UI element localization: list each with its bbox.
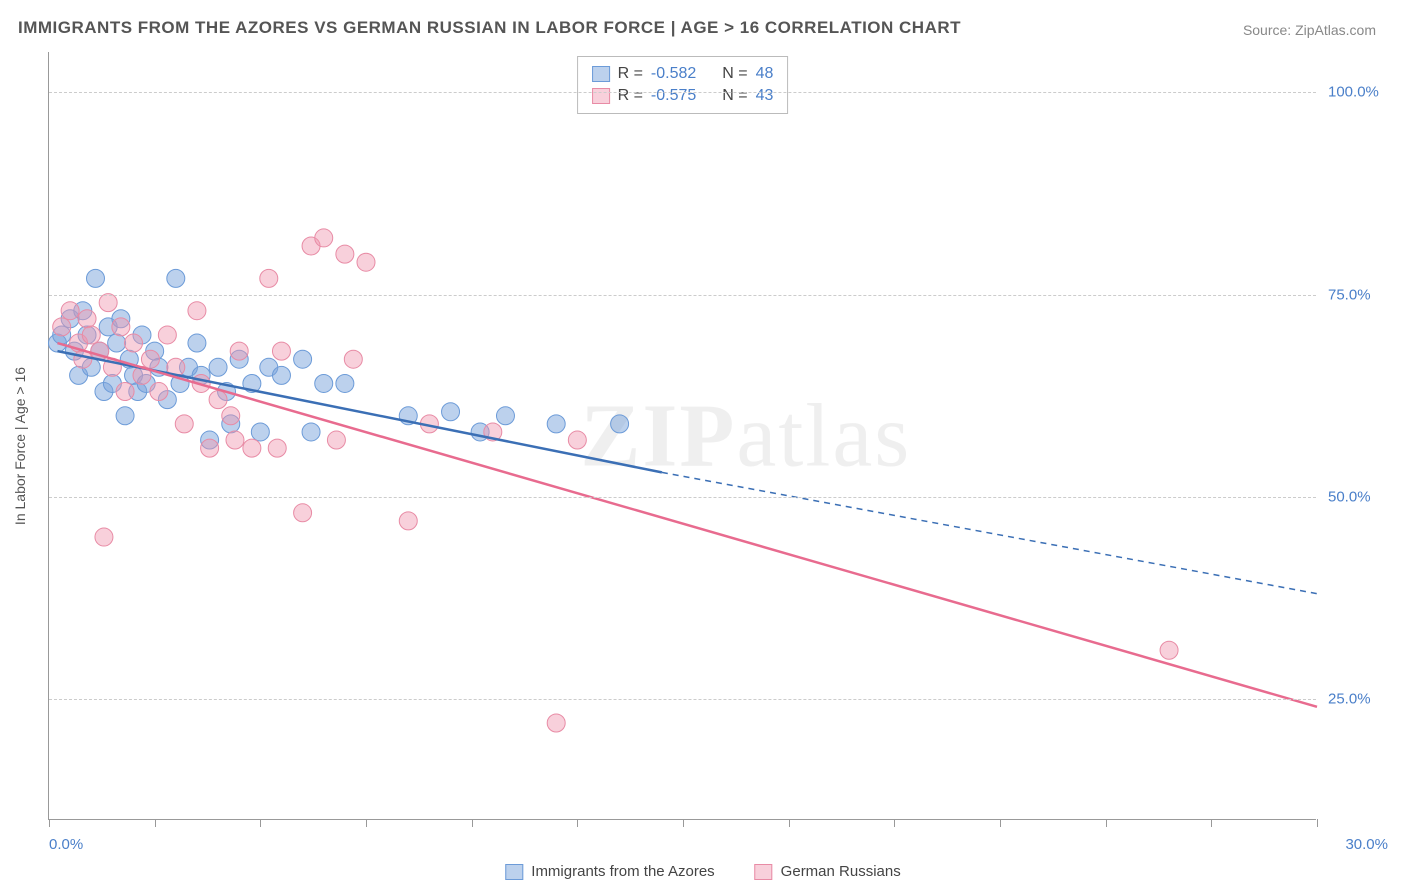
data-point [243, 439, 261, 457]
data-point [1160, 641, 1178, 659]
data-point [260, 269, 278, 287]
gridline [49, 497, 1316, 498]
data-point [302, 423, 320, 441]
x-tick [683, 819, 684, 827]
data-point [201, 439, 219, 457]
data-point [226, 431, 244, 449]
data-point [222, 407, 240, 425]
x-tick [366, 819, 367, 827]
data-point [209, 358, 227, 376]
x-tick [1106, 819, 1107, 827]
data-point [141, 350, 159, 368]
legend-item: Immigrants from the Azores [505, 863, 714, 880]
data-point [336, 374, 354, 392]
chart-title: IMMIGRANTS FROM THE AZORES VS GERMAN RUS… [18, 18, 961, 38]
x-tick [155, 819, 156, 827]
y-tick-label: 75.0% [1328, 286, 1388, 303]
stat-n-value: 48 [756, 65, 774, 83]
data-point [315, 374, 333, 392]
gridline [49, 92, 1316, 93]
data-point [547, 415, 565, 433]
stat-r-value: -0.582 [651, 65, 696, 83]
data-point [175, 415, 193, 433]
stats-row: R = -0.582 N = 48 [592, 63, 774, 85]
x-tick [260, 819, 261, 827]
data-point [315, 229, 333, 247]
legend-label: Immigrants from the Azores [531, 863, 714, 880]
x-tick [894, 819, 895, 827]
trendline-extension [662, 472, 1317, 593]
x-tick-label: 30.0% [1345, 836, 1388, 853]
trendline [57, 343, 1317, 707]
y-tick-label: 100.0% [1328, 84, 1388, 101]
data-point [399, 512, 417, 530]
data-point [116, 407, 134, 425]
data-point [294, 504, 312, 522]
data-point [268, 439, 286, 457]
stat-r-value: -0.575 [651, 87, 696, 105]
data-point [442, 403, 460, 421]
data-point [357, 253, 375, 271]
scatter-plot-svg [49, 52, 1316, 819]
data-point [95, 528, 113, 546]
series-legend: Immigrants from the Azores German Russian… [505, 863, 900, 880]
legend-swatch [592, 88, 610, 104]
x-tick [472, 819, 473, 827]
data-point [86, 269, 104, 287]
x-tick [1317, 819, 1318, 827]
data-point [116, 383, 134, 401]
stat-r-label: R = [618, 65, 643, 83]
x-tick [49, 819, 50, 827]
data-point [230, 342, 248, 360]
data-point [150, 383, 168, 401]
legend-label: German Russians [781, 863, 901, 880]
data-point [496, 407, 514, 425]
data-point [108, 334, 126, 352]
legend-swatch [755, 864, 773, 880]
stat-n-value: 43 [756, 87, 774, 105]
legend-swatch [505, 864, 523, 880]
data-point [344, 350, 362, 368]
data-point [53, 318, 71, 336]
data-point [125, 334, 143, 352]
data-point [61, 302, 79, 320]
data-point [158, 326, 176, 344]
x-tick [789, 819, 790, 827]
data-point [272, 366, 290, 384]
data-point [167, 269, 185, 287]
gridline [49, 699, 1316, 700]
data-point [188, 334, 206, 352]
y-axis-label: In Labor Force | Age > 16 [12, 367, 28, 525]
data-point [327, 431, 345, 449]
y-tick-label: 25.0% [1328, 690, 1388, 707]
data-point [568, 431, 586, 449]
data-point [112, 318, 130, 336]
data-point [78, 310, 96, 328]
data-point [251, 423, 269, 441]
x-tick [1000, 819, 1001, 827]
y-tick-label: 50.0% [1328, 488, 1388, 505]
data-point [99, 294, 117, 312]
stat-n-label: N = [722, 87, 747, 105]
x-tick [577, 819, 578, 827]
data-point [209, 391, 227, 409]
x-tick-label: 0.0% [49, 836, 83, 853]
chart-plot-area: ZIPatlas R =-0.582N =48R =-0.575N =43 25… [48, 52, 1316, 820]
data-point [547, 714, 565, 732]
data-point [188, 302, 206, 320]
gridline [49, 295, 1316, 296]
stats-row: R = -0.575 N = 43 [592, 85, 774, 107]
x-tick [1211, 819, 1212, 827]
source-attribution: Source: ZipAtlas.com [1243, 22, 1376, 38]
data-point [272, 342, 290, 360]
stat-r-label: R = [618, 87, 643, 105]
data-point [294, 350, 312, 368]
stat-n-label: N = [722, 65, 747, 83]
stats-legend-box: R = -0.582 N = 48 R = -0.575 N = 43 [577, 56, 789, 114]
data-point [336, 245, 354, 263]
data-point [82, 326, 100, 344]
legend-item: German Russians [755, 863, 901, 880]
data-point [611, 415, 629, 433]
legend-swatch [592, 66, 610, 82]
